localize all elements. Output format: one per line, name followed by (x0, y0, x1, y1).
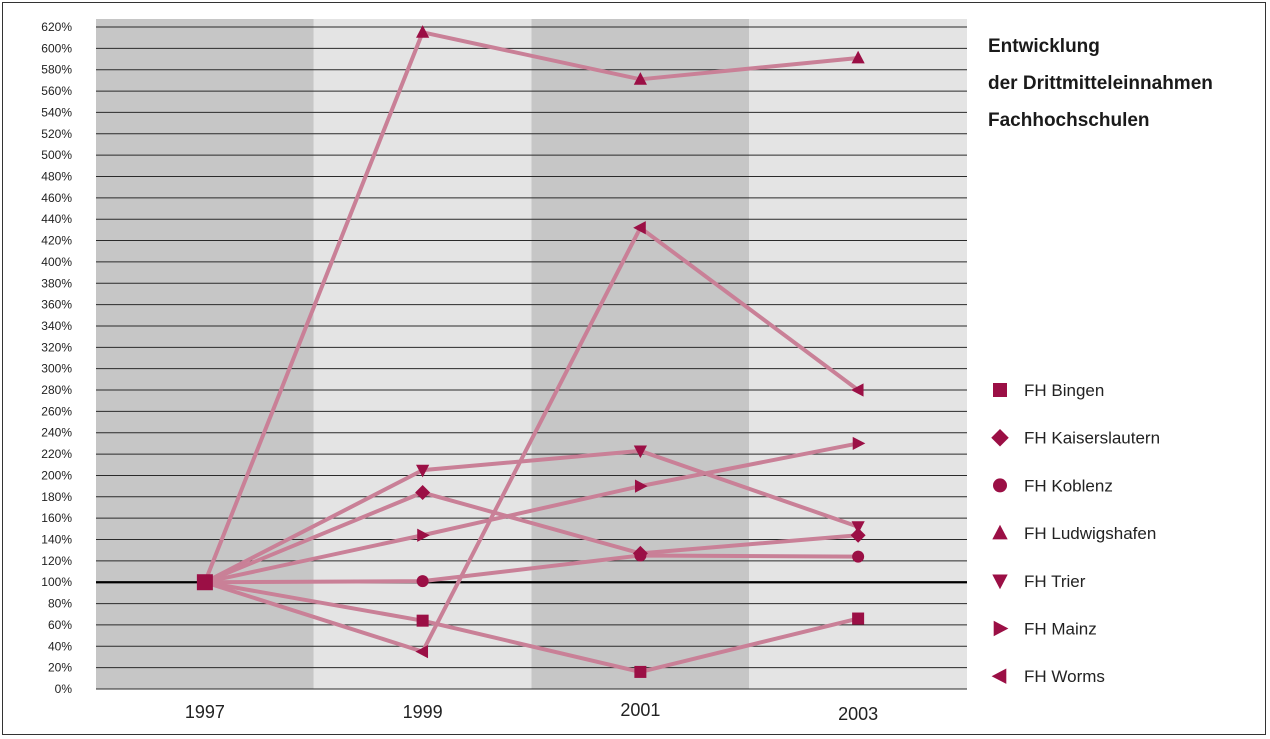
y-tick-label: 480% (41, 169, 72, 183)
series-line-fh-bingen (202, 580, 861, 674)
y-tick-label: 540% (41, 105, 72, 119)
data-point-fh-trier (851, 521, 865, 534)
y-tick-label: 580% (41, 63, 72, 77)
data-point-fh-bingen (416, 614, 429, 627)
series-lines (202, 30, 861, 674)
data-point-fh-koblenz (852, 550, 865, 563)
y-tick-label: 300% (41, 362, 72, 376)
data-point-fh-worms (415, 645, 429, 659)
legend-label-fh-kaiserslautern: FH Kaiserslautern (1024, 429, 1160, 448)
y-tick-label: 220% (41, 447, 72, 461)
x-tick-label: 2001 (620, 700, 660, 720)
data-point-fh-mainz (417, 528, 430, 542)
legend-label-fh-koblenz: FH Koblenz (1024, 476, 1113, 495)
plot-band-2003 (749, 19, 967, 689)
y-tick-label: 600% (41, 41, 72, 55)
y-tick-label: 80% (48, 597, 72, 611)
x-tick-label: 1999 (403, 702, 443, 722)
data-point-fh-mainz (852, 436, 866, 451)
y-tick-label: 560% (41, 84, 72, 98)
legend-marker-fh-bingen (993, 383, 1007, 397)
series-line-fh-kaiserslautern (202, 490, 861, 585)
y-axis-ticks: 0% 20% 40% 60% 80% 100% 120% 140% 160% 180% 200% 22… (41, 20, 72, 696)
data-point-fh-bingen (634, 665, 647, 678)
y-tick-label: 180% (41, 490, 72, 504)
series-line-fh-mainz (202, 441, 861, 585)
y-tick-label: 340% (41, 319, 72, 333)
plot-band-2001 (531, 19, 750, 689)
legend-marker-fh-kaiserslautern (991, 428, 1009, 447)
y-tick-label: 200% (41, 468, 72, 482)
series-markers (196, 25, 866, 678)
legend-marker-fh-ludwigshafen (992, 524, 1008, 540)
data-point-fh-bingen (852, 612, 865, 625)
chart-title-line-1: Entwicklung (988, 36, 1100, 57)
data-point-fh-worms (633, 221, 646, 235)
plot-band-1999 (313, 19, 532, 689)
y-tick-label: 0% (55, 682, 73, 696)
background-bands (96, 19, 967, 689)
x-axis-ticks: 1997 1999 2001 2003 (185, 700, 878, 724)
x-tick-label: 1997 (185, 702, 225, 722)
y-tick-label: 100% (41, 575, 72, 589)
legend-marker-fh-koblenz (993, 478, 1007, 493)
y-tick-label: 520% (41, 127, 72, 141)
data-point-fh-ludwigshafen (851, 50, 865, 64)
legend-label-fh-mainz: FH Mainz (1024, 620, 1097, 639)
y-tick-label: 260% (41, 404, 72, 418)
y-tick-label: 140% (41, 533, 72, 547)
data-point-fh-mainz (634, 479, 648, 493)
data-point-fh-trier (416, 464, 430, 478)
chart-title: Entwicklung der Drittmitteleinnahmen Fac… (988, 28, 1263, 139)
y-tick-label: 380% (41, 276, 72, 290)
y-tick-label: 460% (41, 191, 72, 205)
y-tick-label: 280% (41, 383, 72, 397)
legend-label-fh-ludwigshafen: FH Ludwigshafen (1024, 524, 1156, 543)
y-tick-label: 360% (41, 298, 72, 312)
legend-label-fh-bingen: FH Bingen (1024, 381, 1104, 400)
series-line-fh-trier (202, 448, 861, 585)
y-tick-label: 20% (48, 661, 72, 675)
legend-marker-fh-worms (991, 668, 1007, 684)
legend-label-fh-worms: FH Worms (1024, 667, 1105, 686)
data-point-fh-kaiserslautern (415, 485, 431, 501)
x-tick-label: 2003 (838, 704, 878, 724)
y-tick-label: 40% (48, 639, 72, 653)
y-tick-label: 120% (41, 554, 72, 568)
y-tick-label: 320% (41, 340, 72, 354)
data-point-fh-koblenz (416, 575, 429, 588)
legend-marker-fh-mainz (993, 620, 1009, 637)
legend: FH Bingen FH Kaiserslautern FH Koblenz FH L… (991, 381, 1160, 686)
chart-title-line-2: der Drittmitteleinnahmen (988, 73, 1213, 94)
data-point-fh-koblenz (634, 549, 647, 562)
data-point-fh-ludwigshafen (416, 25, 430, 38)
series-line-fh-ludwigshafen (202, 30, 861, 585)
data-point-fh-kaiserslautern (850, 527, 866, 543)
chart-title-line-3: Fachhochschulen (988, 110, 1150, 131)
y-tick-label: 60% (48, 618, 72, 632)
legend-label-fh-trier: FH Trier (1024, 572, 1086, 591)
y-tick-label: 160% (41, 511, 72, 525)
y-tick-label: 620% (41, 20, 72, 34)
y-tick-label: 440% (41, 212, 72, 226)
y-tick-label: 420% (41, 234, 72, 248)
y-tick-label: 400% (41, 255, 72, 269)
y-tick-label: 500% (41, 148, 72, 162)
data-point-fh-trier (633, 445, 647, 459)
y-tick-label: 240% (41, 426, 72, 440)
gridlines (96, 26, 967, 690)
legend-marker-fh-trier (992, 574, 1008, 590)
data-point-fh-worms (850, 383, 864, 397)
series-line-fh-koblenz (202, 553, 861, 585)
series-line-fh-worms (202, 225, 861, 654)
data-point-start (196, 574, 213, 591)
data-point-fh-ludwigshafen (633, 72, 647, 85)
